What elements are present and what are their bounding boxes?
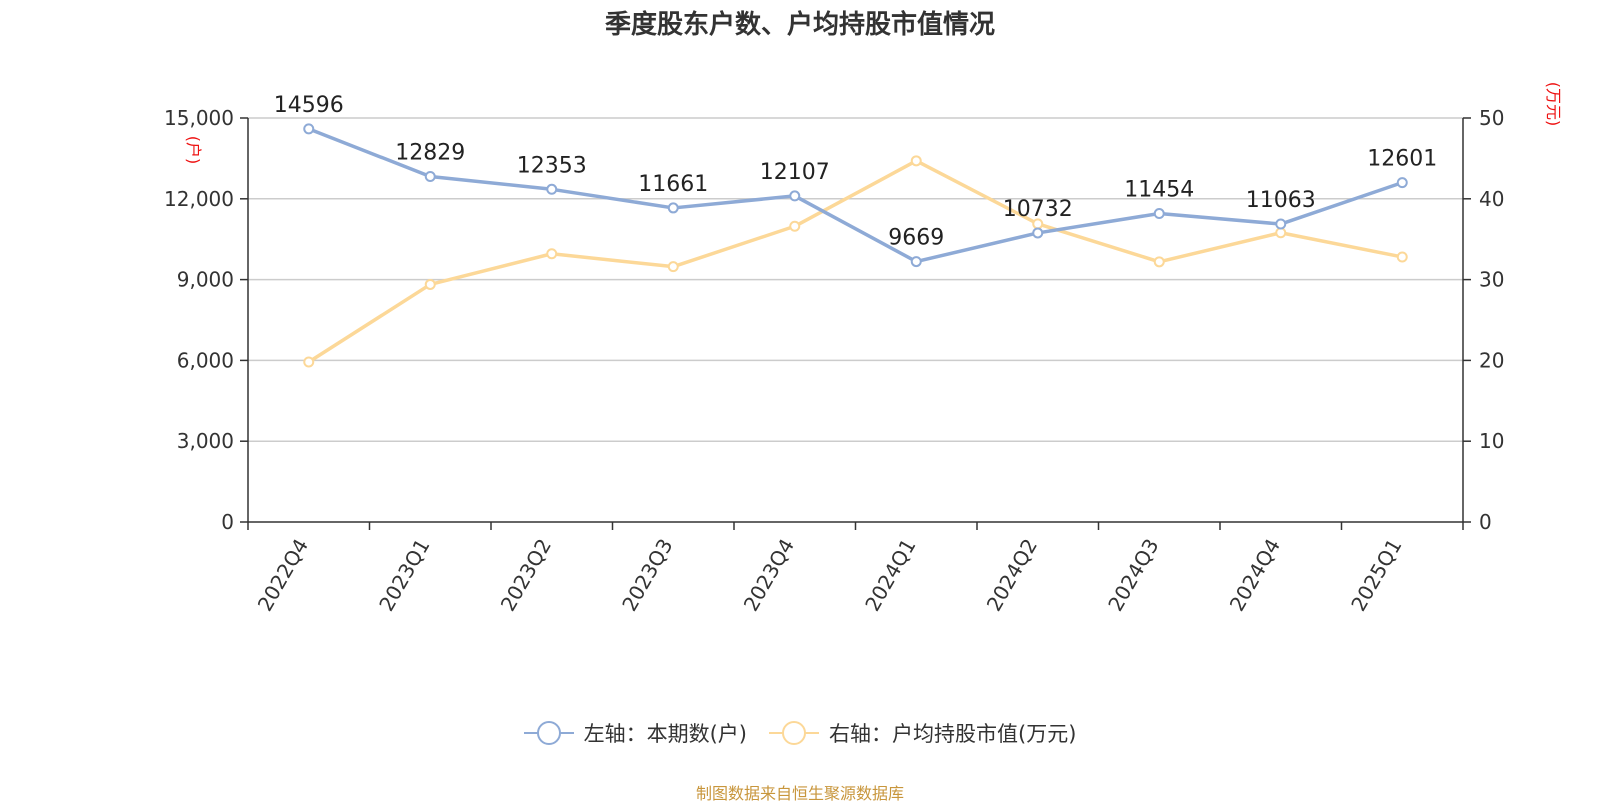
left-tick-label-4: 12,000 [164, 187, 234, 211]
left-tick-label-5: 15,000 [164, 106, 234, 130]
data-label-s0-5: 9669 [888, 226, 944, 251]
data-point-s0-6 [1032, 227, 1044, 239]
data-point-s1-5 [910, 155, 922, 167]
chart-title: 季度股东户数、户均持股市值情况 [604, 10, 995, 40]
data-point-s0-3 [667, 202, 679, 214]
x-tick-label-2: 2023Q2 [496, 535, 556, 616]
data-point-s0-4 [789, 190, 801, 202]
axes: 0 3,000 6,000 9,000 12,000 15,000 0 10 20 30 40 50 (… [164, 82, 1563, 615]
right-tick-label-0: 0 [1479, 510, 1492, 534]
legend: 左轴：本期数(户) 右轴：户均持股市值(万元) [0, 718, 1600, 748]
data-point-s0-7 [1153, 208, 1165, 220]
data-label-s0-9: 12601 [1367, 147, 1437, 172]
x-tick-label-0: 2022Q4 [253, 535, 313, 616]
x-tick-label-1: 2023Q1 [374, 535, 434, 616]
data-point-s0-0 [303, 123, 315, 135]
x-tick-label-7: 2024Q3 [1103, 535, 1163, 616]
left-axis-unit: (户) [184, 136, 203, 165]
legend-item-left-series[interactable]: 左轴：本期数(户) [523, 718, 747, 748]
x-tick-label-6: 2024Q2 [982, 535, 1042, 616]
data-label-s0-0: 14596 [274, 93, 344, 118]
source-note: 制图数据来自恒生聚源数据库 [695, 784, 904, 803]
x-tick-label-3: 2023Q3 [617, 535, 677, 616]
data-point-s1-4 [789, 220, 801, 232]
legend-swatch-left [523, 721, 574, 745]
right-tick-label-5: 50 [1479, 106, 1504, 130]
legend-swatch-right [769, 721, 819, 745]
legend-label-left: 左轴：本期数(户) [583, 722, 747, 746]
x-tick-label-5: 2024Q1 [860, 535, 920, 616]
data-label-s0-4: 12107 [760, 160, 830, 185]
data-point-s1-0 [303, 356, 315, 368]
data-point-s0-8 [1275, 218, 1287, 230]
data-labels: 14596 12829 12353 11661 12107 9669 10732 11454 1… [274, 93, 1438, 251]
x-tick-label-8: 2024Q4 [1225, 535, 1285, 616]
right-axis-unit: (万元) [1544, 82, 1563, 127]
data-label-s0-6: 10732 [1003, 197, 1073, 222]
data-label-s0-8: 11063 [1246, 188, 1316, 213]
left-tick-label-0: 0 [221, 510, 234, 534]
data-label-s0-1: 12829 [395, 140, 465, 165]
data-point-s1-7 [1153, 256, 1165, 268]
series-line-1 [307, 159, 1403, 364]
data-point-s0-2 [546, 183, 558, 195]
data-point-s1-9 [1396, 251, 1408, 263]
right-tick-label-4: 40 [1479, 187, 1504, 211]
legend-item-right-series[interactable]: 右轴：户均持股市值(万元) [769, 718, 1076, 748]
right-tick-label-2: 20 [1479, 348, 1504, 372]
legend-label-right: 右轴：户均持股市值(万元) [829, 722, 1077, 746]
data-point-s1-8 [1275, 227, 1287, 239]
data-label-s0-2: 12353 [517, 153, 587, 178]
data-point-s1-1 [424, 278, 436, 290]
data-point-s1-2 [546, 248, 558, 260]
series-line-0 [308, 127, 1403, 264]
right-tick-label-1: 10 [1479, 429, 1504, 453]
data-point-s1-3 [667, 261, 679, 273]
x-tick-label-4: 2023Q4 [739, 535, 799, 616]
series-lines [303, 123, 1408, 368]
data-label-s0-3: 11661 [638, 172, 708, 197]
data-point-s0-9 [1396, 177, 1408, 189]
data-point-s0-1 [424, 170, 436, 182]
left-tick-label-2: 6,000 [177, 348, 234, 372]
right-tick-label-3: 30 [1479, 268, 1504, 292]
x-tick-label-9: 2025Q1 [1346, 535, 1406, 616]
left-tick-label-3: 9,000 [177, 268, 234, 292]
left-tick-label-1: 3,000 [177, 429, 234, 453]
data-label-s0-7: 11454 [1124, 178, 1194, 203]
data-point-s0-5 [910, 256, 922, 268]
